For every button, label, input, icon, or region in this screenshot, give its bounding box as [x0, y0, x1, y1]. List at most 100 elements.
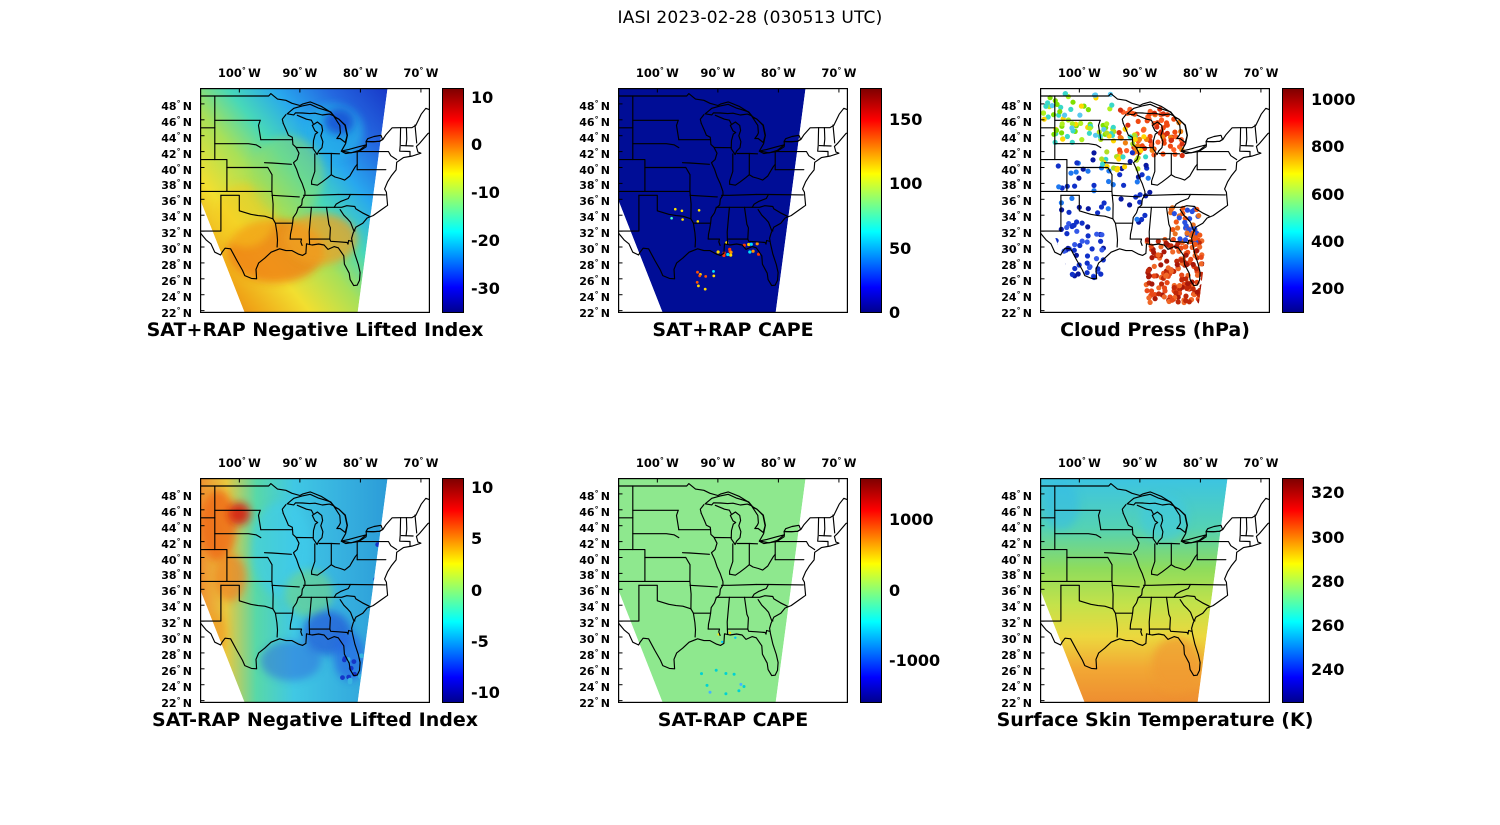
map-sat-plus-rap-cape	[618, 88, 848, 313]
panel-title: SAT+RAP CAPE	[652, 319, 814, 341]
lat-tick-label: 48° N	[161, 488, 192, 503]
lat-axis: 48° N 46° N 44° N 42° N 40° N 38° N 36° N 34° N…	[518, 478, 610, 710]
lat-tick-label: 34° N	[161, 600, 192, 615]
lat-tick-label: 42° N	[579, 146, 610, 161]
lat-tick-label: 22° N	[1001, 695, 1032, 710]
lon-axis: 100° W 90° W 80° W 70° W	[618, 66, 857, 84]
lat-tick-label: 38° N	[1001, 568, 1032, 583]
colorbar-tick-labels: 320 300 280 260 240	[1311, 478, 1386, 703]
lon-tick-label: 90° W	[282, 66, 318, 80]
lat-tick-label: 46° N	[161, 114, 192, 129]
lat-tick-label: 48° N	[579, 98, 610, 113]
colorbar-tick-label: -1000	[889, 650, 941, 670]
lon-axis: 100° W 90° W 80° W 70° W	[200, 66, 439, 84]
lat-tick-label: 48° N	[1001, 488, 1032, 503]
lat-tick-label: 46° N	[1001, 114, 1032, 129]
lat-tick-label: 36° N	[579, 584, 610, 599]
panel-sat-minus-rap-nli: 100° W 90° W 80° W 70° W 48° N 46° N 44° N 42°…	[100, 448, 550, 748]
lat-tick-label: 28° N	[161, 257, 192, 272]
lon-tick-label: 100° W	[635, 66, 679, 80]
lat-tick-label: 40° N	[1001, 162, 1032, 177]
lat-tick-label: 30° N	[579, 632, 610, 646]
lat-tick-label: 42° N	[161, 536, 192, 551]
lat-tick-label: 44° N	[1001, 130, 1032, 145]
data-layer	[200, 88, 388, 313]
lon-tick-label: 80° W	[342, 456, 378, 470]
colorbar	[1282, 88, 1304, 313]
lon-axis: 100° W 90° W 80° W 70° W	[1040, 456, 1279, 474]
lat-tick-label: 36° N	[161, 584, 192, 599]
lat-axis: 48° N 46° N 44° N 42° N 40° N 38° N 36° N 34° N…	[100, 88, 192, 320]
lon-tick-label: 90° W	[700, 66, 736, 80]
lat-tick-label: 32° N	[579, 616, 610, 631]
colorbar-tick-label: 800	[1311, 137, 1345, 157]
lat-tick-label: 34° N	[579, 600, 610, 615]
colorbar-tick-label: 0	[471, 135, 483, 155]
lat-tick-label: 46° N	[161, 504, 192, 519]
lat-tick-label: 40° N	[579, 162, 610, 177]
lat-tick-label: 26° N	[579, 273, 610, 288]
lon-tick-label: 100° W	[1057, 66, 1101, 80]
lon-tick-label: 70° W	[821, 66, 857, 80]
lat-tick-label: 30° N	[161, 242, 192, 256]
lat-tick-label: 26° N	[161, 663, 192, 678]
lat-tick-label: 22° N	[161, 695, 192, 710]
colorbar-tick-labels: 150 100 50 0	[889, 88, 964, 322]
lat-tick-label: 38° N	[161, 178, 192, 193]
colorbar-tick-labels: 10 0 -10 -20 -30	[471, 88, 546, 313]
lat-tick-label: 46° N	[579, 114, 610, 129]
lon-tick-label: 70° W	[1243, 456, 1279, 470]
state-borders	[200, 93, 430, 287]
lat-tick-label: 48° N	[1001, 98, 1032, 113]
colorbar-tick-label: 50	[889, 238, 912, 258]
colorbar-tick-label: 0	[889, 580, 901, 600]
lat-tick-label: 32° N	[161, 226, 192, 241]
lat-tick-label: 28° N	[1001, 257, 1032, 272]
lat-tick-label: 40° N	[161, 162, 192, 177]
lon-tick-label: 100° W	[217, 66, 261, 80]
lat-tick-label: 30° N	[1001, 242, 1032, 256]
lat-tick-label: 44° N	[579, 520, 610, 535]
colorbar-tick-label: 1000	[889, 510, 934, 530]
lat-tick-label: 38° N	[579, 178, 610, 193]
lon-tick-label: 80° W	[760, 456, 796, 470]
lat-tick-label: 28° N	[579, 647, 610, 662]
colorbar-tick-label: -10	[471, 183, 500, 203]
map-frame	[1040, 478, 1270, 703]
lat-axis: 48° N 46° N 44° N 42° N 40° N 38° N 36° N 34° N…	[940, 88, 1032, 320]
data-layer	[1040, 478, 1228, 703]
lon-tick-label: 90° W	[1122, 456, 1158, 470]
panel-title: SAT-RAP Negative Lifted Index	[152, 709, 478, 731]
lat-tick-label: 34° N	[161, 210, 192, 225]
lat-tick-label: 44° N	[161, 130, 192, 145]
lat-tick-label: 36° N	[1001, 194, 1032, 209]
lat-tick-label: 28° N	[1001, 647, 1032, 662]
colorbar-tick-label: 240	[1311, 659, 1345, 679]
colorbar-tick-labels: 1000 0 -1000	[889, 478, 964, 703]
lat-tick-label: 46° N	[579, 504, 610, 519]
lat-tick-label: 40° N	[579, 552, 610, 567]
colorbar-tick-label: 200	[1311, 279, 1345, 299]
colorbar	[442, 478, 464, 703]
map-frame	[618, 478, 848, 703]
lon-tick-label: 100° W	[1057, 456, 1101, 470]
figure-title: IASI 2023-02-28 (030513 UTC)	[617, 8, 883, 28]
colorbar	[442, 88, 464, 313]
lat-tick-label: 36° N	[579, 194, 610, 209]
lat-tick-label: 32° N	[1001, 616, 1032, 631]
lat-tick-label: 42° N	[1001, 536, 1032, 551]
colorbar-tick-label: 280	[1311, 571, 1345, 591]
panel-sat-minus-rap-cape: 100° W 90° W 80° W 70° W 48° N 46° N 44° N 42°…	[518, 448, 968, 748]
panel-title: Cloud Press (hPa)	[1060, 319, 1250, 341]
lon-tick-label: 90° W	[1122, 66, 1158, 80]
lat-tick-label: 30° N	[161, 632, 192, 646]
lat-tick-label: 22° N	[161, 305, 192, 320]
lat-tick-label: 24° N	[579, 679, 610, 694]
data-layer	[618, 478, 806, 703]
colorbar-tick-label: 10	[471, 87, 494, 107]
lat-tick-label: 48° N	[579, 488, 610, 503]
lat-tick-label: 36° N	[1001, 584, 1032, 599]
lat-tick-label: 28° N	[161, 647, 192, 662]
colorbar-tick-label: 400	[1311, 231, 1345, 251]
